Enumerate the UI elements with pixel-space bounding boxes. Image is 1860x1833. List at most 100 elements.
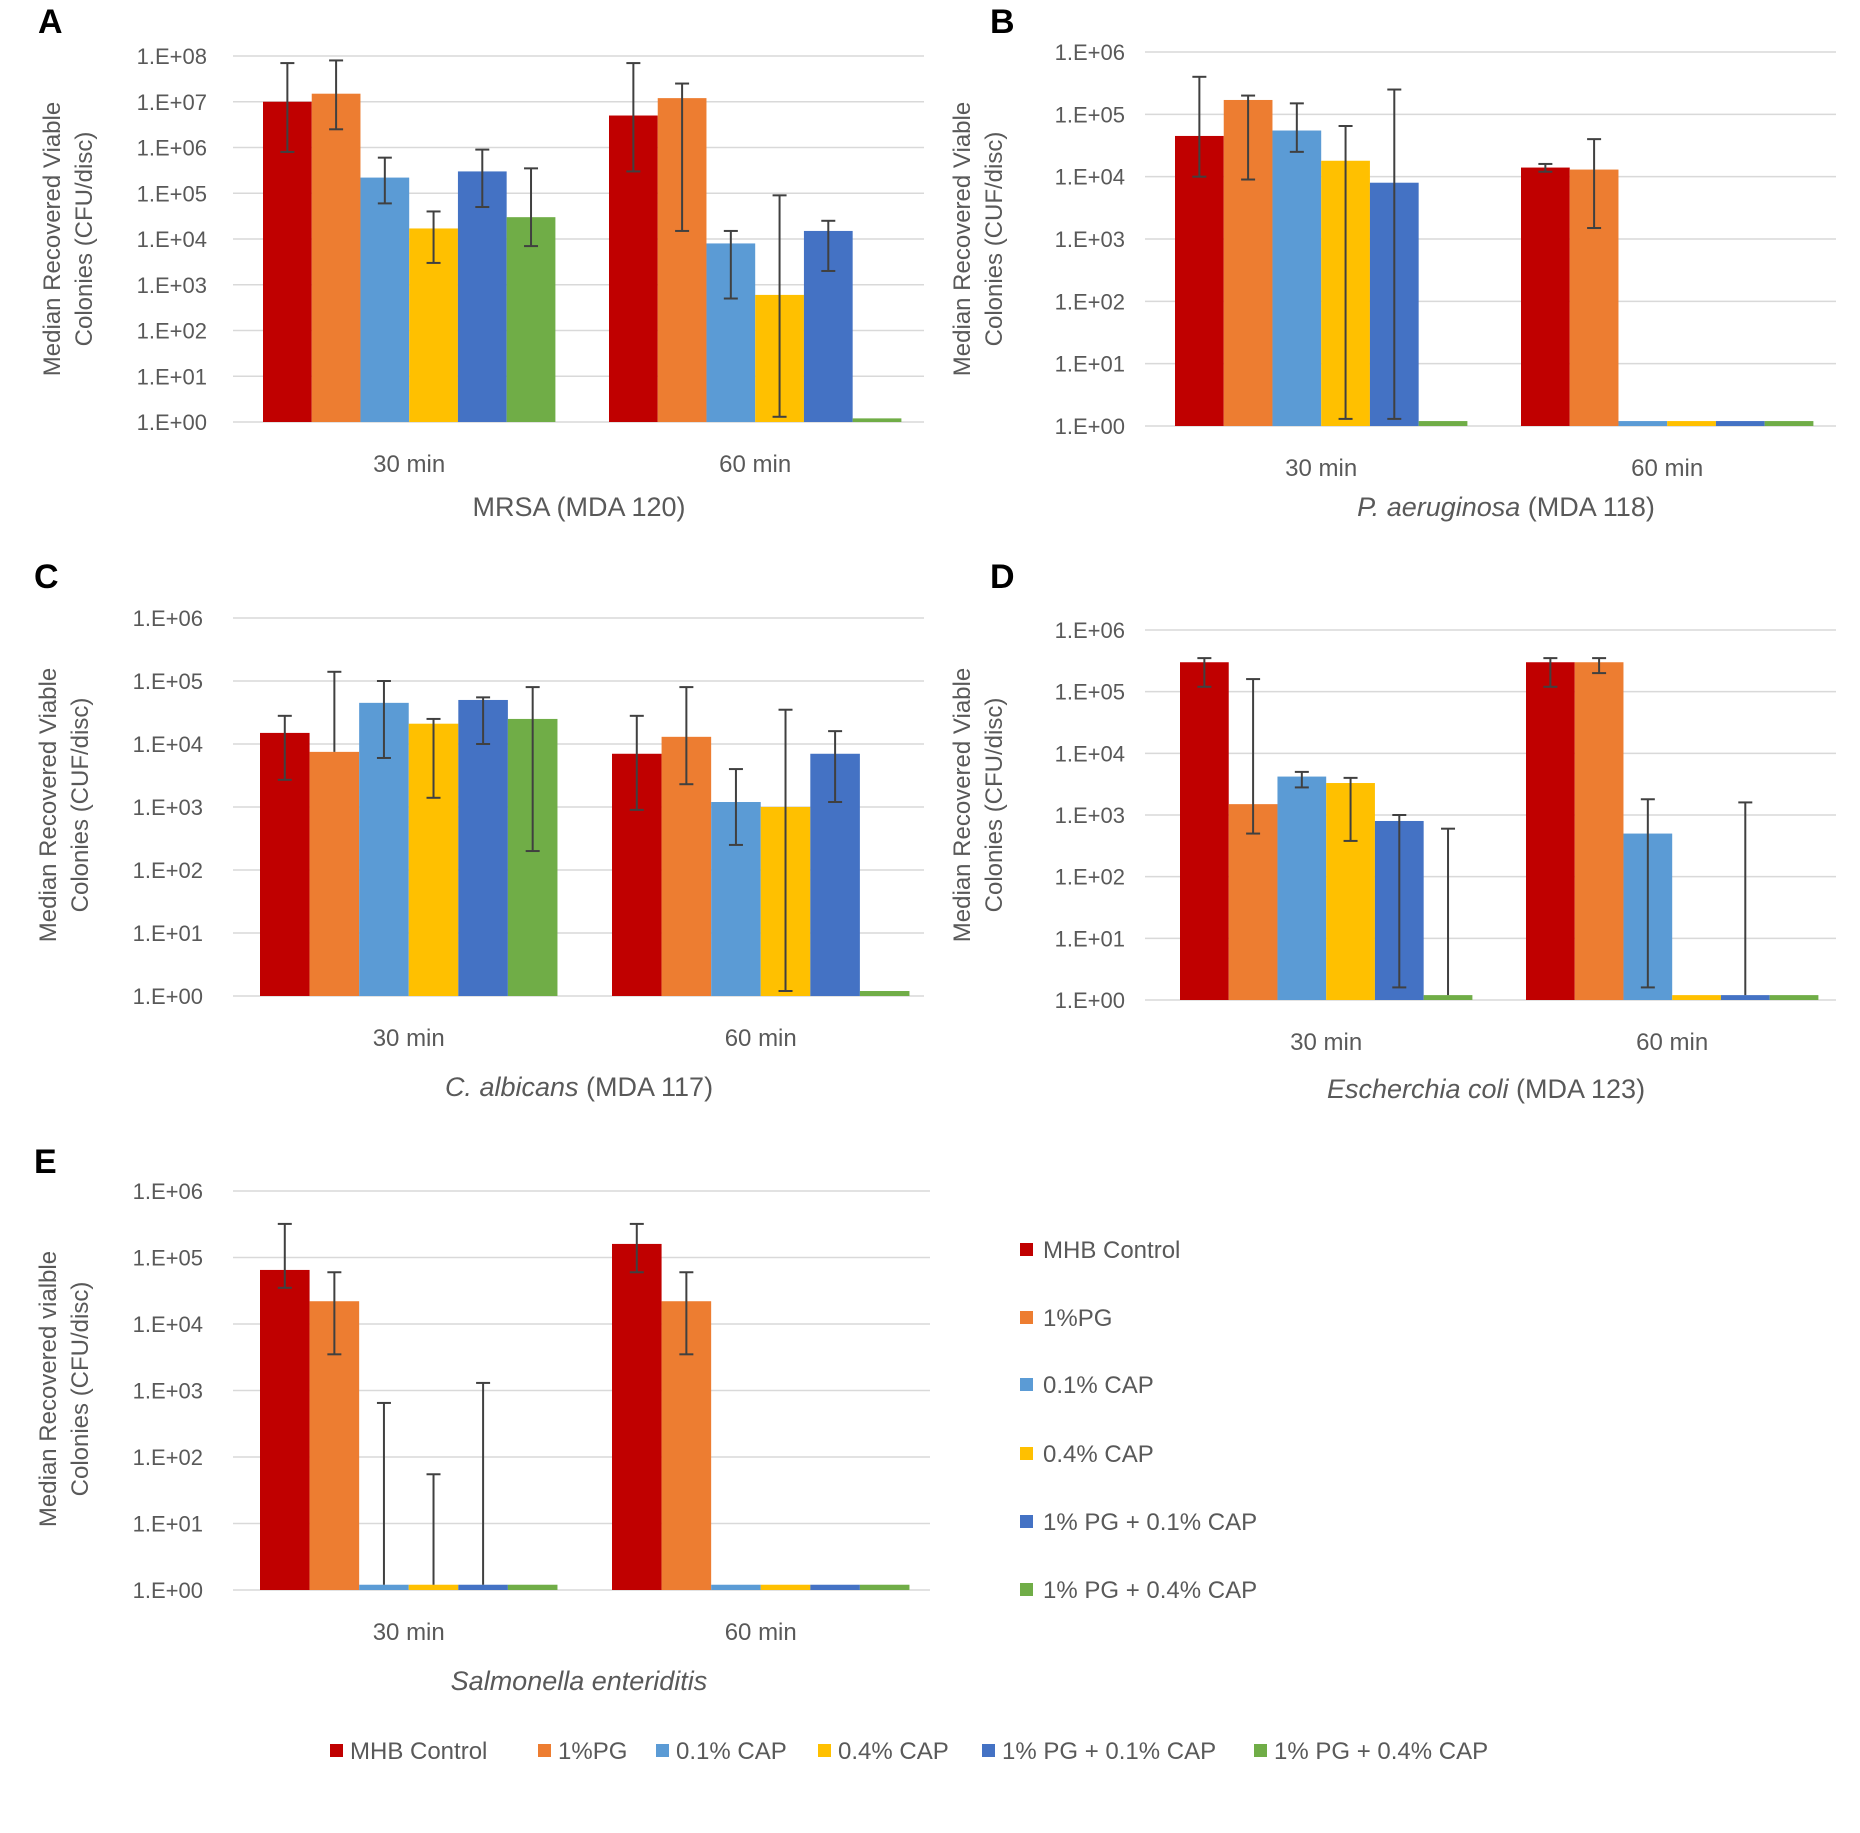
y-tick-label: 1.E+05 <box>1055 680 1125 705</box>
y-tick-label: 1.E+01 <box>133 921 203 946</box>
bar <box>458 699 508 996</box>
bar <box>263 101 312 422</box>
legend-bottom-swatch-5 <box>1254 1744 1267 1757</box>
y-tick-label: 1.E+04 <box>1055 741 1125 766</box>
chart-e-coli: 1.E+00 1.E+01 1.E+02 1.E+03 1.E+04 1.E+05 1.E+… <box>949 618 1836 1104</box>
legend-bottom-label-2: 0.1% CAP <box>676 1738 787 1765</box>
y-axis-title: Median Recovered vialble Colonies (CFU/di… <box>35 1251 94 1527</box>
y-tick-label: 1.E+04 <box>133 732 203 757</box>
legend-side-swatch-5 <box>1020 1583 1033 1596</box>
chart-title: C. albicans (MDA 117) <box>445 1072 713 1102</box>
category-label: 30 min <box>1290 1029 1362 1056</box>
legend-bottom-label-1: 1%PG <box>558 1738 627 1765</box>
bar <box>507 1584 558 1590</box>
bar <box>309 751 360 996</box>
legend-bottom-label-0: MHB Control <box>350 1738 487 1765</box>
y-tick-label: 1.E+02 <box>133 858 203 883</box>
legend-bottom-swatch-3 <box>818 1744 831 1757</box>
y-tick-label: 1.E+04 <box>137 227 207 252</box>
y-tick-label: 1.E+07 <box>137 90 207 115</box>
y-tick-label: 1.E+02 <box>133 1445 203 1470</box>
bar <box>859 991 910 996</box>
chart-mrsa: 1.E+00 1.E+01 1.E+02 1.E+03 1.E+04 1.E+05 1.E+… <box>39 44 924 522</box>
legend-side-label-0: MHB Control <box>1043 1237 1180 1264</box>
y-tick-label: 1.E+03 <box>137 273 207 298</box>
bar <box>506 217 556 422</box>
y-tick-label: 1.E+04 <box>1055 165 1125 190</box>
bar <box>612 1243 662 1590</box>
legend-side-swatch-0 <box>1020 1243 1033 1256</box>
bar <box>1769 995 1819 1000</box>
y-tick-label: 1.E+03 <box>1055 803 1125 828</box>
legend-bottom-label-4: 1% PG + 0.1% CAP <box>1002 1738 1216 1765</box>
chart-p-aeruginosa: 1.E+00 1.E+01 1.E+02 1.E+03 1.E+04 1.E+05 1.E+… <box>949 40 1836 522</box>
chart-title: P. aeruginosa (MDA 118) <box>1357 492 1655 522</box>
legend-side-swatch-4 <box>1020 1515 1033 1528</box>
legend-side-label-3: 0.4% CAP <box>1043 1441 1154 1468</box>
chart-title: Escherchia coli (MDA 123) <box>1327 1074 1645 1104</box>
category-label: 60 min <box>725 1025 797 1052</box>
category-label: 60 min <box>725 1619 797 1646</box>
y-tick-label: 1.E+06 <box>133 1179 203 1204</box>
legend-side-label-4: 1% PG + 0.1% CAP <box>1043 1509 1257 1536</box>
legend-bottom-label-5: 1% PG + 0.4% CAP <box>1274 1738 1488 1765</box>
y-tick-label: 1.E+00 <box>133 984 203 1009</box>
legend-bottom-label-3: 0.4% CAP <box>838 1738 949 1765</box>
legend-bottom-swatch-2 <box>656 1744 669 1757</box>
bar <box>711 1584 761 1590</box>
bar <box>859 1584 910 1590</box>
y-tick-label: 1.E+05 <box>133 1246 203 1271</box>
bar <box>360 177 410 422</box>
bar <box>457 171 507 422</box>
y-tick-label: 1.E+05 <box>137 181 207 206</box>
legend-bottom-swatch-1 <box>538 1744 551 1757</box>
panel-letter-a: A <box>38 3 63 41</box>
legend-side-swatch-1 <box>1020 1311 1033 1324</box>
bar <box>1574 662 1624 1000</box>
bar <box>1228 804 1278 1000</box>
category-label: 30 min <box>373 1619 445 1646</box>
bar <box>852 418 902 422</box>
bar <box>1418 421 1468 426</box>
y-tick-label: 1.E+05 <box>133 669 203 694</box>
y-tick-label: 1.E+01 <box>1055 926 1125 951</box>
chart-c-albicans: 1.E+00 1.E+01 1.E+02 1.E+03 1.E+04 1.E+05 1.E+… <box>35 606 924 1102</box>
bar <box>1526 662 1575 1000</box>
y-tick-label: 1.E+00 <box>1055 414 1125 439</box>
panel-letter-e: E <box>34 1143 57 1181</box>
y-tick-label: 1.E+02 <box>137 319 207 344</box>
bar <box>1618 421 1668 426</box>
bar <box>408 1584 459 1590</box>
bar <box>760 1584 811 1590</box>
bar <box>1175 135 1224 426</box>
bar <box>810 1584 860 1590</box>
bar <box>1272 130 1322 426</box>
bar <box>1715 421 1765 426</box>
bar <box>1277 776 1327 1000</box>
chart-title: Salmonella enteriditis <box>451 1666 708 1696</box>
y-axis-title: Median Recovered Viable Colonies (CUF/dis… <box>35 668 94 942</box>
category-label: 30 min <box>1285 455 1357 482</box>
legend-side-label-5: 1% PG + 0.4% CAP <box>1043 1577 1257 1604</box>
category-label: 30 min <box>373 1025 445 1052</box>
legend-bottom: MHB Control 1%PG 0.1% CAP 0.4% CAP 1% PG… <box>330 1738 1488 1765</box>
y-tick-label: 1.E+06 <box>1055 618 1125 643</box>
y-axis-title: Median Recovered Viable Colonies (CFU/dis… <box>39 102 98 376</box>
y-tick-label: 1.E+05 <box>1055 102 1125 127</box>
legend-side-swatch-2 <box>1020 1378 1033 1391</box>
bar <box>260 1269 310 1590</box>
category-label: 30 min <box>373 451 445 478</box>
bar <box>1667 421 1716 426</box>
bar <box>1180 662 1229 1000</box>
bar <box>1764 421 1814 426</box>
category-label: 60 min <box>1631 455 1703 482</box>
y-tick-label: 1.E+06 <box>137 136 207 161</box>
bar <box>311 93 361 423</box>
legend-bottom-swatch-4 <box>982 1744 995 1757</box>
category-label: 60 min <box>719 451 791 478</box>
chart-salmonella: 1.E+00 1.E+01 1.E+02 1.E+03 1.E+04 1.E+05 1.E+… <box>35 1179 930 1696</box>
panel-letter-d: D <box>990 558 1015 596</box>
bar <box>1672 995 1721 1000</box>
bar <box>1720 995 1770 1000</box>
